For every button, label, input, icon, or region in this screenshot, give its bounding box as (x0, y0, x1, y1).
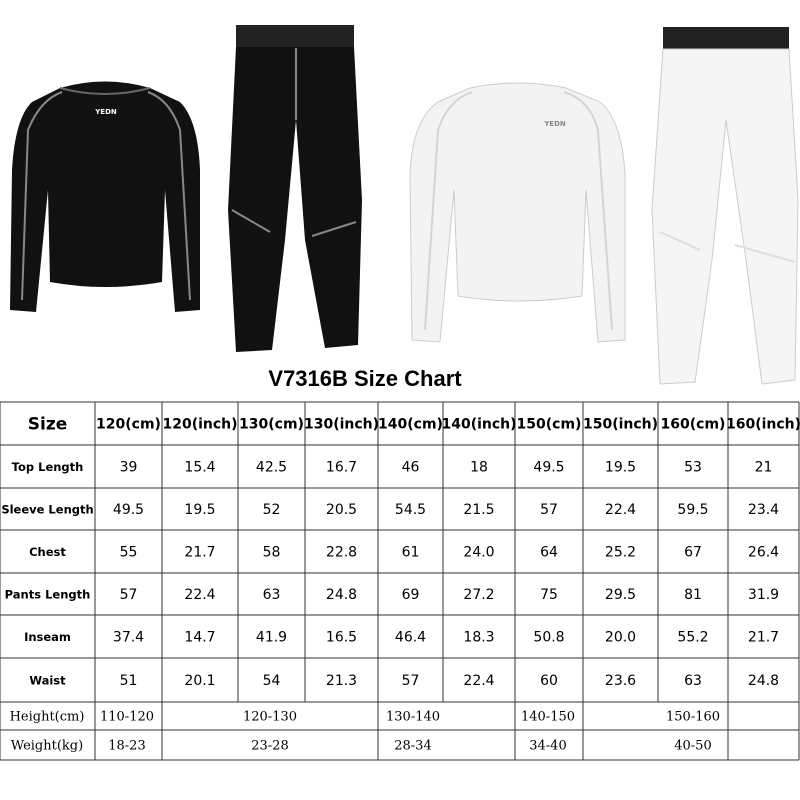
column-header: 130(inch) (304, 417, 379, 433)
cell: 21.5 (463, 502, 494, 518)
cell: 22.4 (463, 673, 494, 689)
cell: 15.4 (184, 460, 215, 476)
cell: 14.7 (184, 630, 215, 646)
cell: 67 (684, 545, 702, 561)
cell: 18-23 (108, 739, 145, 754)
column-header: 120(inch) (162, 417, 237, 433)
cell: 29.5 (605, 587, 636, 603)
column-header: 150(inch) (583, 417, 658, 433)
cell: 22.4 (184, 587, 215, 603)
row-label: Inseam (24, 630, 71, 644)
cell: 63 (684, 673, 702, 689)
cell: 24.0 (463, 545, 494, 561)
cell: 57 (120, 587, 138, 603)
cell: 31.9 (748, 587, 779, 603)
row-label: Chest (29, 545, 66, 559)
cell: 54 (263, 673, 281, 689)
cell: 23.6 (605, 673, 636, 689)
logo: YEDN (94, 108, 117, 116)
cell: 18.3 (463, 630, 494, 646)
cell: 18 (470, 460, 488, 476)
cell: 150-160 (666, 710, 720, 725)
chart-title: V7316B Size Chart (268, 366, 462, 391)
cell: 20.0 (605, 630, 636, 646)
cell: 54.5 (395, 502, 426, 518)
cell: 52 (263, 502, 281, 518)
cell: 20.1 (184, 673, 215, 689)
cell: 21 (755, 460, 773, 476)
cell: 55 (120, 545, 138, 561)
column-header: 160(inch) (726, 417, 800, 433)
cell: 46.4 (395, 630, 426, 646)
cell: 120-130 (243, 710, 297, 725)
cell: 34-40 (529, 739, 566, 754)
row-label: Sleeve Length (1, 503, 93, 517)
row-label: Height(cm) (10, 710, 85, 725)
cell: 81 (684, 587, 702, 603)
cell: 27.2 (463, 587, 494, 603)
cell: 61 (402, 545, 420, 561)
cell: 16.7 (326, 460, 357, 476)
cell: 46 (402, 460, 420, 476)
row-label: Weight(kg) (11, 739, 83, 754)
row-label: Top Length (12, 460, 84, 474)
column-header: Size (28, 415, 68, 435)
cell: 49.5 (113, 502, 144, 518)
cell: 41.9 (256, 630, 287, 646)
cell: 21.3 (326, 673, 357, 689)
cell: 21.7 (184, 545, 215, 561)
column-header: 140(inch) (441, 417, 516, 433)
cell: 40-50 (674, 739, 711, 754)
cell: 58 (263, 545, 281, 561)
cell: 23.4 (748, 502, 779, 518)
column-header: 120(cm) (96, 417, 161, 433)
cell: 16.5 (326, 630, 357, 646)
cell: 130-140 (386, 710, 440, 725)
column-header: 150(cm) (517, 417, 582, 433)
cell: 110-120 (100, 710, 154, 725)
cell: 22.8 (326, 545, 357, 561)
white-pants (651, 27, 799, 385)
black-pants (228, 25, 362, 352)
white-shirt: YEDN (409, 82, 626, 343)
cell: 19.5 (184, 502, 215, 518)
cell: 69 (402, 587, 420, 603)
cell: 39 (120, 460, 138, 476)
cell: 64 (540, 545, 558, 561)
cell: 28-34 (394, 739, 431, 754)
row-label: Pants Length (5, 588, 91, 602)
cell: 57 (540, 502, 558, 518)
cell: 51 (120, 673, 138, 689)
cell: 63 (263, 587, 281, 603)
logo: YEDN (543, 120, 566, 128)
cell: 26.4 (748, 545, 779, 561)
column-header: 160(cm) (661, 417, 726, 433)
cell: 49.5 (533, 460, 564, 476)
cell: 20.5 (326, 502, 357, 518)
cell: 55.2 (677, 630, 708, 646)
cell: 24.8 (748, 673, 779, 689)
cell: 42.5 (256, 460, 287, 476)
cell: 75 (540, 587, 558, 603)
cell: 50.8 (533, 630, 564, 646)
column-header: 140(cm) (378, 417, 443, 433)
black-shirt: YEDN (10, 81, 200, 312)
cell: 25.2 (605, 545, 636, 561)
cell: 21.7 (748, 630, 779, 646)
row-label: Waist (29, 674, 66, 688)
size-table (0, 401, 800, 761)
cell: 57 (402, 673, 420, 689)
cell: 24.8 (326, 587, 357, 603)
cell: 23-28 (251, 739, 288, 754)
cell: 59.5 (677, 502, 708, 518)
column-header: 130(cm) (239, 417, 304, 433)
cell: 22.4 (605, 502, 636, 518)
cell: 140-150 (521, 710, 575, 725)
cell: 60 (540, 673, 558, 689)
cell: 19.5 (605, 460, 636, 476)
cell: 53 (684, 460, 702, 476)
cell: 37.4 (113, 630, 144, 646)
